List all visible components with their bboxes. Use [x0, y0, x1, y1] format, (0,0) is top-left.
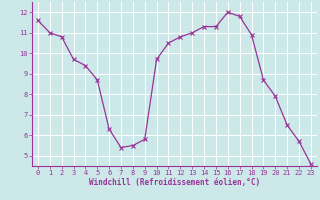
X-axis label: Windchill (Refroidissement éolien,°C): Windchill (Refroidissement éolien,°C): [89, 178, 260, 187]
